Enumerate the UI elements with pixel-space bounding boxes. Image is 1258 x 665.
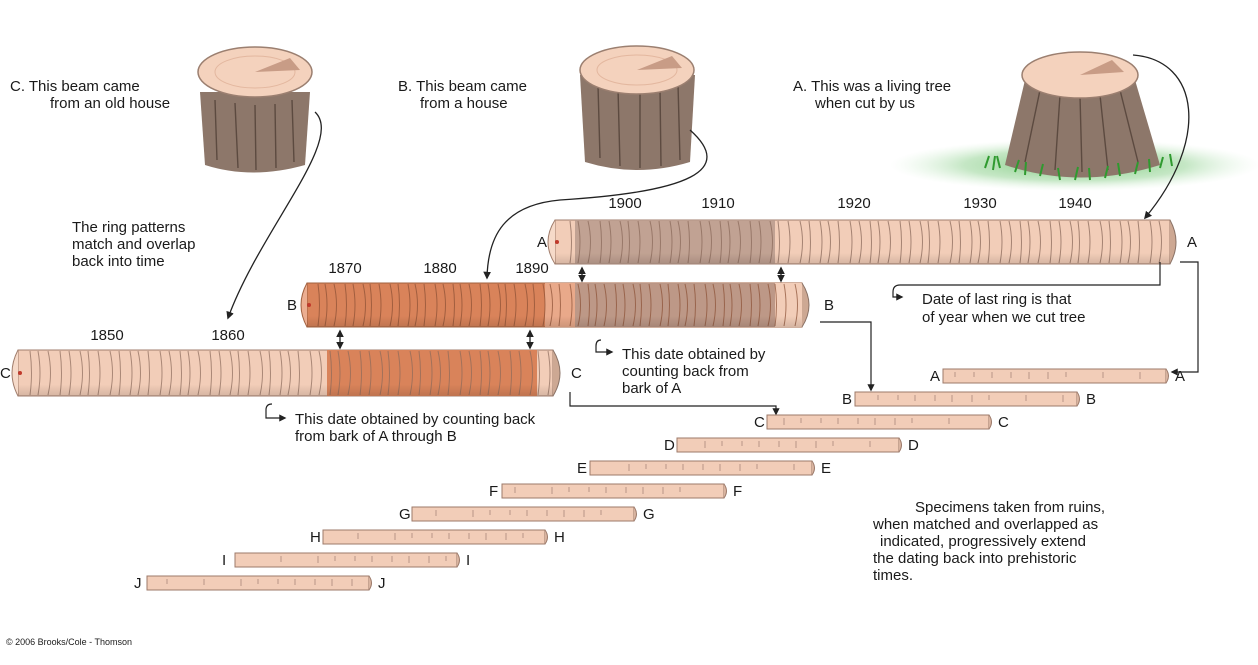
year-label-1900: 1900	[608, 195, 641, 212]
specimen-label-right-h: H	[554, 529, 565, 546]
connector-b	[483, 129, 708, 280]
stump-a-image	[890, 51, 1258, 191]
beam-c-left-label: C	[0, 365, 11, 382]
c-date-note-line1: This date obtained by counting back	[295, 411, 536, 428]
year-label-1910: 1910	[701, 195, 734, 212]
caption-b-line2: from a house	[420, 95, 508, 112]
specimen-label-right-f: F	[733, 483, 742, 500]
connector-c	[226, 111, 322, 320]
ruins-note-line5: times.	[873, 567, 913, 584]
year-label-1880: 1880	[423, 260, 456, 277]
specimen-label-right-b: B	[1086, 391, 1096, 408]
ruins-note-line3: indicated, progressively extend	[880, 533, 1086, 550]
beam-b-right-label: B	[824, 297, 834, 314]
beam-b	[300, 282, 810, 328]
connector-a	[1132, 54, 1190, 220]
caption-c-line2: from an old house	[50, 95, 170, 112]
specimen-label-left-d: D	[664, 437, 675, 454]
specimen-label-left-f: F	[489, 483, 498, 500]
specimen-label-left-a: A	[930, 368, 940, 385]
specimen-label-left-b: B	[842, 391, 852, 408]
c-date-connector	[265, 403, 287, 422]
specimen-label-right-e: E	[821, 460, 831, 477]
stump-c-image	[197, 46, 313, 173]
copyright-text: © 2006 Brooks/Cole - Thomson	[6, 637, 132, 647]
caption-a-line1: A. This was a living tree	[793, 78, 951, 95]
specimen-stack: A AB BC CD DE EF FG GH HI IJ J	[134, 368, 1185, 592]
specimen-label-right-d: D	[908, 437, 919, 454]
overlap-note-line3: back into time	[72, 253, 165, 270]
a-to-specimen-connector	[1170, 261, 1199, 376]
caption-a-line2: when cut by us	[814, 95, 915, 112]
ruins-note-line2: when matched and overlapped as	[872, 516, 1098, 533]
beam-c	[11, 349, 561, 397]
last-ring-connector	[892, 262, 1161, 301]
specimen-label-left-h: H	[310, 529, 321, 546]
year-label-1870: 1870	[328, 260, 361, 277]
year-label-1940: 1940	[1058, 195, 1091, 212]
beam-a-right-label: A	[1187, 234, 1197, 251]
ruins-note-line1: Specimens taken from ruins,	[915, 499, 1105, 516]
caption-b-line1: B. This beam came	[398, 78, 527, 95]
b-date-connector	[595, 339, 614, 356]
beam-a	[547, 219, 1177, 265]
beam-b-left-label: B	[287, 297, 297, 314]
year-label-1890: 1890	[515, 260, 548, 277]
grass-icon	[984, 153, 1173, 181]
c-date-note-line2: from bark of A through B	[295, 428, 457, 445]
specimen-label-right-i: I	[466, 552, 470, 569]
b-to-specimen-connector	[820, 321, 875, 392]
b-date-note-line2: counting back from	[622, 363, 749, 380]
year-label-1930: 1930	[963, 195, 996, 212]
b-date-note-line1: This date obtained by	[622, 346, 766, 363]
specimen-label-right-a: A	[1175, 368, 1185, 385]
stump-b-image	[579, 45, 695, 170]
year-label-1920: 1920	[837, 195, 870, 212]
last-ring-note-line1: Date of last ring is that	[922, 291, 1072, 308]
year-label-1850: 1850	[90, 327, 123, 344]
beam-c-right-label: C	[571, 365, 582, 382]
overlap-note-line1: The ring patterns	[72, 219, 185, 236]
specimen-label-right-j: J	[378, 575, 386, 592]
overlap-note-line2: match and overlap	[72, 236, 195, 253]
specimen-label-left-g: G	[399, 506, 411, 523]
specimen-label-left-e: E	[577, 460, 587, 477]
ruins-note-line4: the dating back into prehistoric	[873, 550, 1077, 567]
specimen-label-left-j: J	[134, 575, 142, 592]
c-to-specimen-connector	[569, 392, 780, 416]
caption-c-line1: C. This beam came	[10, 78, 140, 95]
b-date-note-line3: bark of A	[622, 380, 681, 397]
beam-a-left-label: A	[537, 234, 547, 251]
year-label-1860: 1860	[211, 327, 244, 344]
specimen-label-right-c: C	[998, 414, 1009, 431]
specimen-label-right-g: G	[643, 506, 655, 523]
last-ring-note-line2: of year when we cut tree	[922, 309, 1085, 326]
specimen-label-left-i: I	[222, 552, 226, 569]
specimen-label-left-c: C	[754, 414, 765, 431]
